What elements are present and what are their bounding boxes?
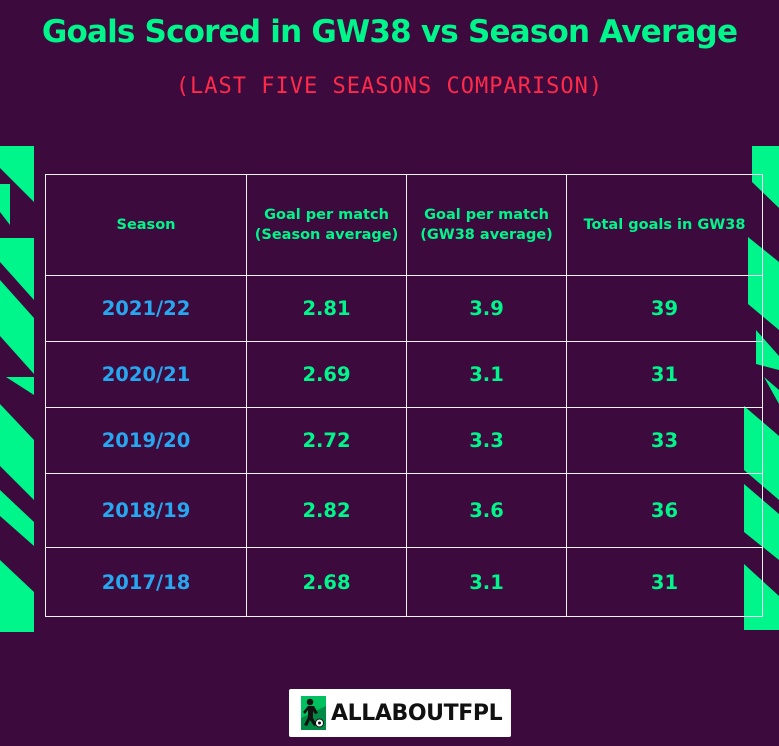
left-stripe-3 (0, 238, 34, 300)
cell-season-average: 2.68 (246, 547, 407, 617)
header-gw38-average: Goal per match (GW38 average) (406, 174, 567, 276)
page-title: Goals Scored in GW38 vs Season Average (41, 14, 738, 50)
right-stripe-1 (752, 146, 779, 208)
header-total-goals: Total goals in GW38 (566, 174, 763, 276)
cell-season: 2017/18 (45, 547, 247, 617)
left-stripe-8 (0, 560, 34, 632)
table-row: 2019/20 2.72 3.3 33 (45, 407, 763, 474)
cell-gw38-average: 3.6 (406, 473, 567, 548)
brand-name: ALLABOUTFPL (331, 700, 503, 726)
cell-total-goals: 33 (566, 407, 763, 474)
cell-total-goals: 31 (566, 547, 763, 617)
left-stripe-4 (0, 280, 34, 374)
cell-gw38-average: 3.1 (406, 547, 567, 617)
cell-gw38-average: 3.9 (406, 275, 567, 342)
table-row: 2021/22 2.81 3.9 39 (45, 275, 763, 342)
cell-season-average: 2.82 (246, 473, 407, 548)
cell-gw38-average: 3.3 (406, 407, 567, 474)
left-stripe-7 (0, 490, 34, 546)
left-stripe-5 (6, 377, 34, 395)
cell-season-average: 2.69 (246, 341, 407, 408)
page-subtitle: (LAST FIVE SEASONS COMPARISON) (175, 74, 604, 99)
cell-total-goals: 31 (566, 341, 763, 408)
table-row: 2017/18 2.68 3.1 31 (45, 547, 763, 617)
left-stripe-2 (0, 184, 10, 225)
header-season-average: Goal per match (Season average) (246, 174, 407, 276)
cell-season-average: 2.72 (246, 407, 407, 474)
cell-total-goals: 36 (566, 473, 763, 548)
cell-season: 2018/19 (45, 473, 247, 548)
table-header-row: Season Goal per match (Season average) G… (45, 174, 763, 276)
header-season: Season (45, 174, 247, 276)
left-stripe-6 (0, 404, 34, 500)
brand-logo: ALLABOUTFPL (289, 689, 511, 737)
stats-table: Season Goal per match (Season average) G… (45, 174, 763, 617)
cell-season-average: 2.81 (246, 275, 407, 342)
cell-gw38-average: 3.1 (406, 341, 567, 408)
player-with-ball-icon (301, 696, 326, 730)
cell-total-goals: 39 (566, 275, 763, 342)
cell-season: 2020/21 (45, 341, 247, 408)
cell-season: 2019/20 (45, 407, 247, 474)
cell-season: 2021/22 (45, 275, 247, 342)
table-row: 2018/19 2.82 3.6 36 (45, 473, 763, 548)
table-row: 2020/21 2.69 3.1 31 (45, 341, 763, 408)
right-stripe-4 (764, 377, 779, 404)
left-stripe-1 (0, 146, 34, 202)
